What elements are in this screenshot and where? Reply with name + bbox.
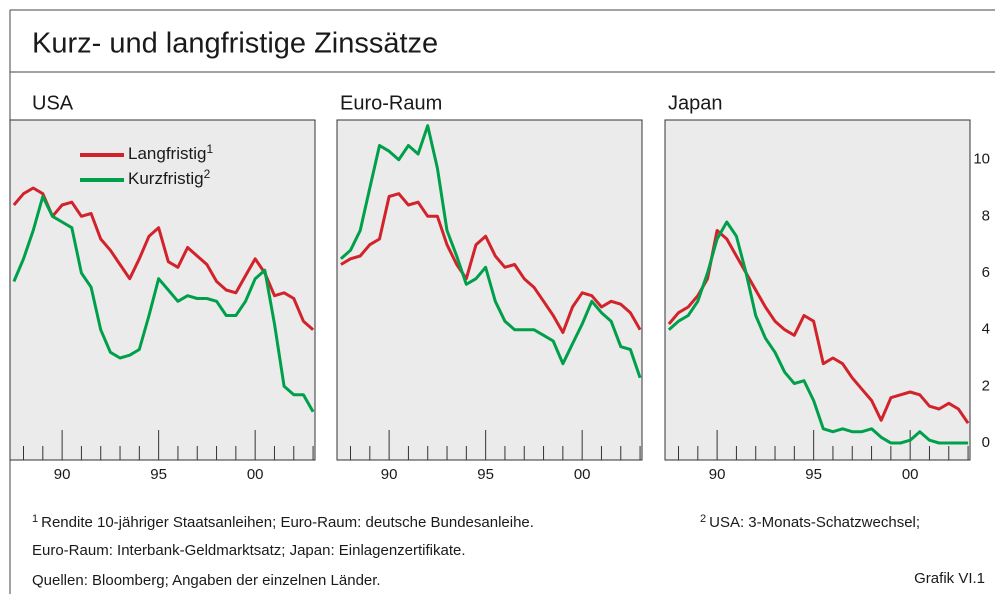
x-tick-label: 00 [247, 466, 264, 483]
series-line [667, 220, 969, 445]
x-tick-label: 95 [150, 466, 167, 483]
x-tick-label: 90 [381, 466, 398, 483]
y-tick-label: 10 [973, 151, 990, 168]
plot-area [336, 119, 643, 461]
panel-title: Euro-Raum [340, 92, 442, 114]
y-tick-label: 2 [982, 377, 990, 394]
legend-label: Kurzfristig2 [128, 167, 211, 188]
footnote: Euro-Raum: Interbank-Geldmarktsatz; Japa… [32, 542, 466, 559]
plot-area [664, 119, 971, 461]
plot-area [9, 119, 316, 461]
legend-name: Kurzfristig [128, 169, 204, 188]
figure-label: Grafik VI.1 [914, 570, 985, 587]
x-tick-label: 90 [54, 466, 71, 483]
legend-note: 2 [204, 167, 211, 181]
panel-title: USA [32, 92, 74, 114]
x-tick-label: 95 [477, 466, 494, 483]
source: Quellen: Bloomberg; Angaben der einzelne… [32, 572, 381, 589]
legend-label: Langfristig1 [128, 142, 213, 163]
series-line [340, 192, 642, 334]
legend-name: Langfristig [128, 144, 206, 163]
y-tick-label: 0 [982, 434, 990, 451]
legend-note: 1 [206, 142, 213, 156]
x-tick-label: 95 [805, 466, 822, 483]
chart-title: Kurz- und langfristige Zinssätze [32, 28, 438, 60]
footnote: 2 USA: 3-Monats-Schatzwechsel; [700, 513, 920, 531]
x-tick-label: 90 [709, 466, 726, 483]
x-tick-label: 00 [902, 466, 919, 483]
footnote: 1 Rendite 10-jähriger Staatsanleihen; Eur… [32, 513, 534, 531]
y-tick-label: 8 [982, 207, 990, 224]
panel-title: Japan [668, 92, 723, 114]
series-line [667, 229, 970, 425]
y-tick-label: 6 [982, 264, 990, 281]
series-line [12, 195, 315, 413]
y-tick-label: 4 [982, 321, 990, 338]
series-line [339, 124, 642, 379]
x-tick-label: 00 [574, 466, 591, 483]
